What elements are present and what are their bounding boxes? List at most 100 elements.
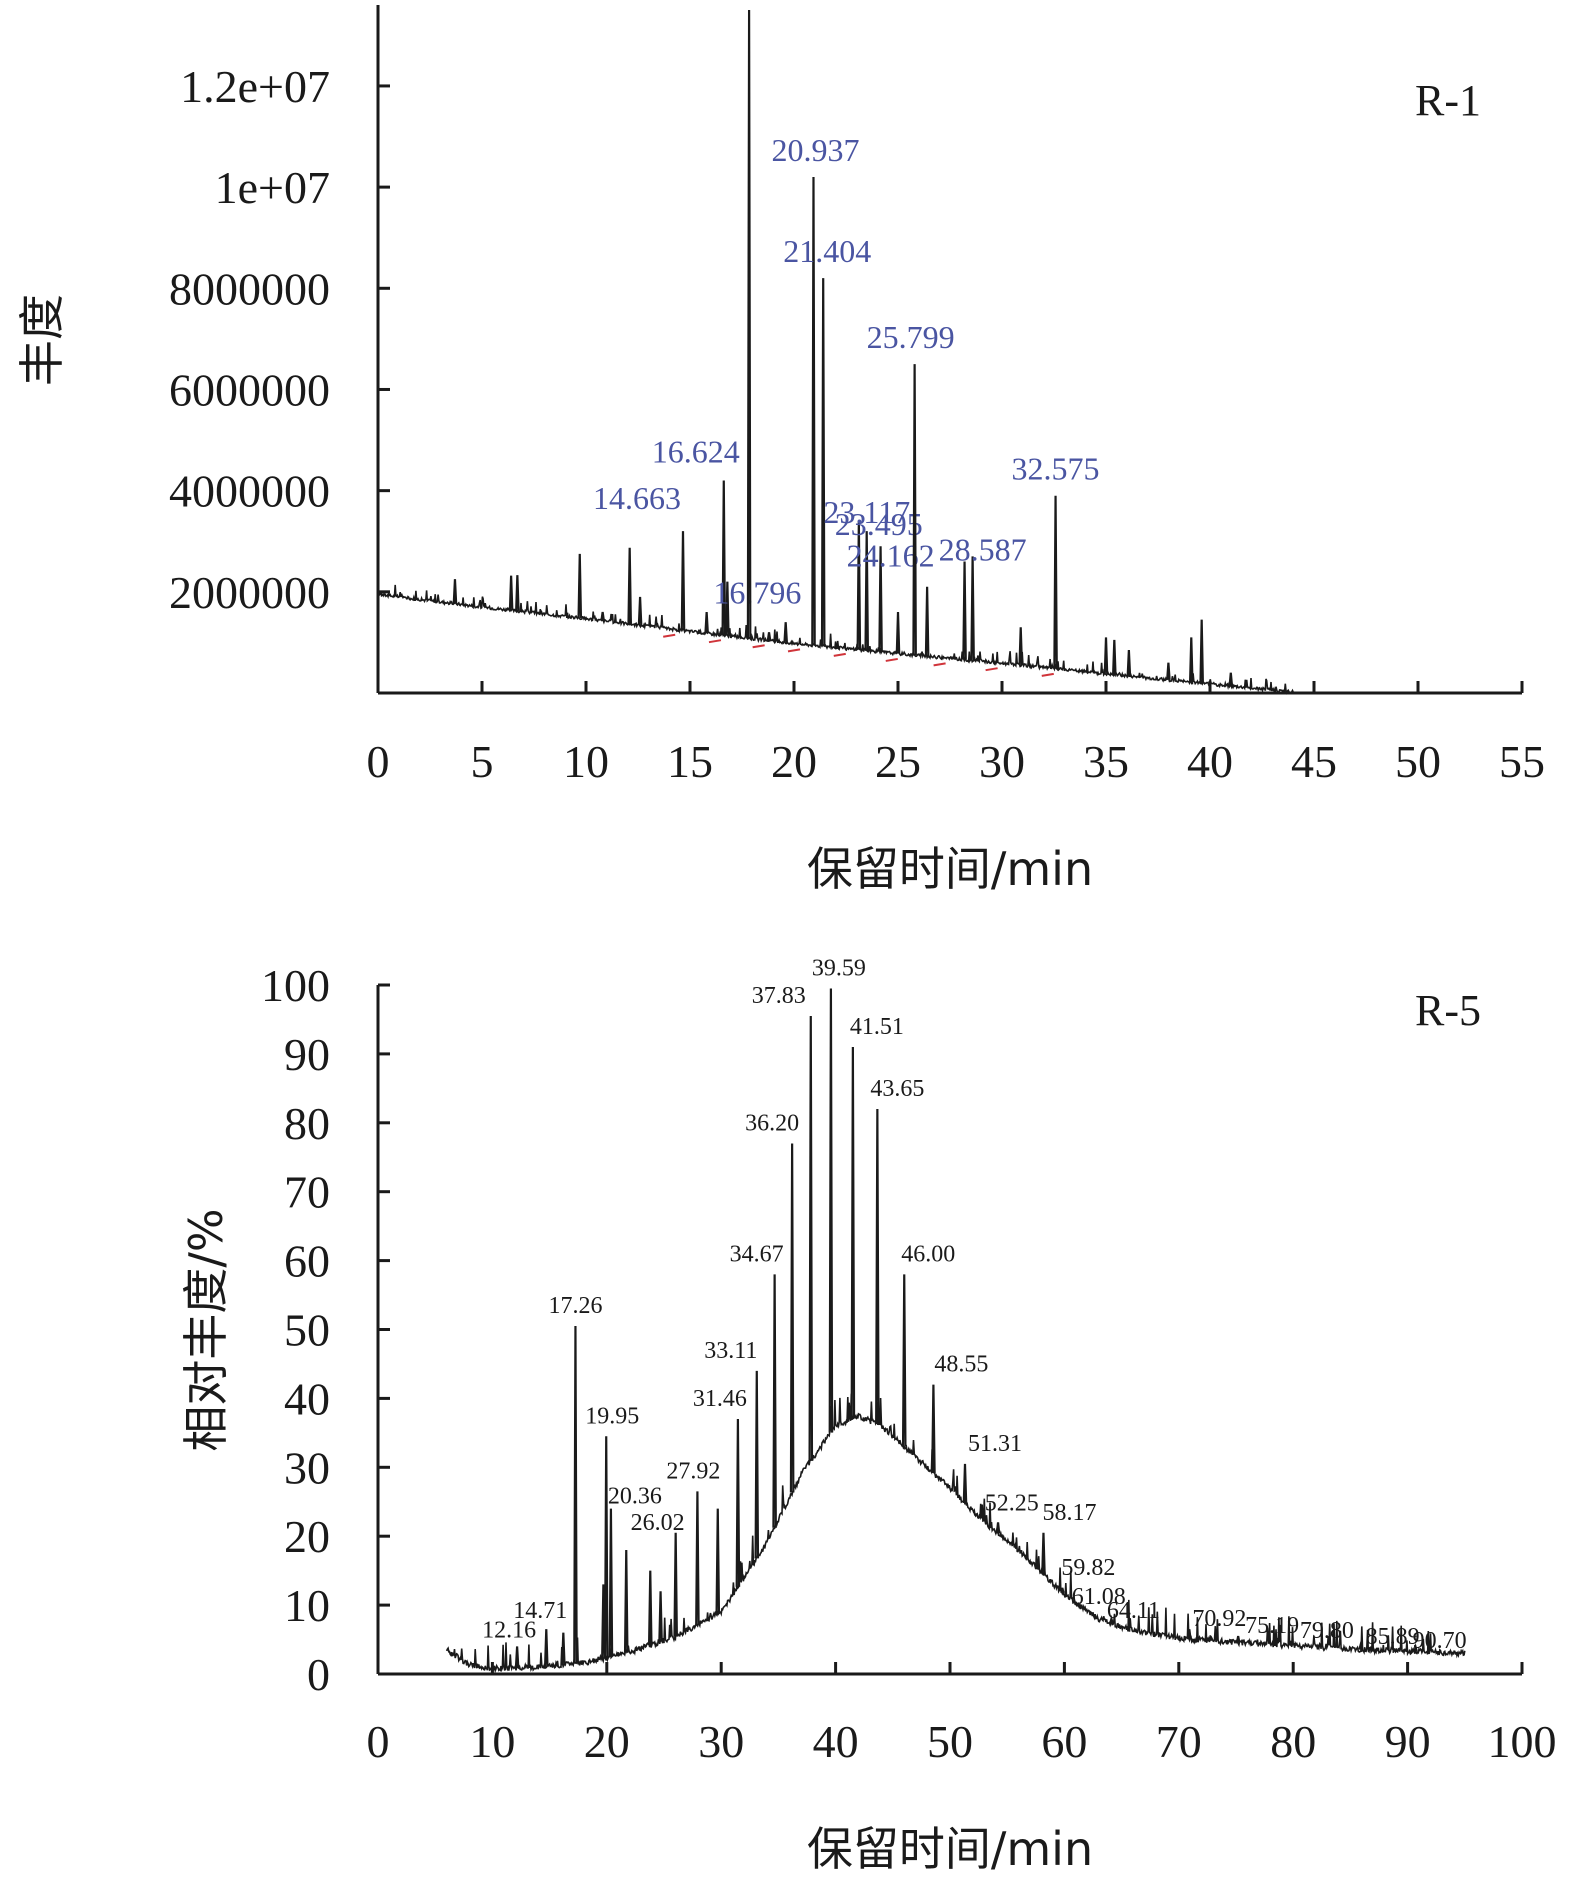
y-tick-label: 2000000 <box>169 567 330 618</box>
peak-line <box>772 1274 777 1528</box>
peak-label: 17.26 <box>548 1293 602 1319</box>
peak-line <box>647 1570 653 1646</box>
peak-label: 46.00 <box>901 1241 955 1267</box>
baseline-trace <box>445 1393 1466 1674</box>
baseline-marker <box>752 644 765 649</box>
peak-line <box>600 611 605 621</box>
peak-line <box>1187 1629 1192 1640</box>
y-tick-label: 80 <box>284 1098 330 1149</box>
y-axis-title: 相对丰度/% <box>179 1208 233 1451</box>
peak-label: 17.841 <box>705 0 793 1</box>
peak-line <box>995 1522 1001 1534</box>
peak-line <box>1199 619 1204 684</box>
peak-label: 20.937 <box>771 132 859 168</box>
peak-line <box>828 988 834 1433</box>
peak-line <box>721 480 727 636</box>
peak-label: 12.16 <box>482 1617 536 1643</box>
x-tick-label: 10 <box>469 1716 515 1767</box>
peak-line <box>820 278 826 647</box>
peak-label: 26.02 <box>631 1510 685 1536</box>
peak-label: 79.80 <box>1300 1618 1354 1644</box>
peak-line <box>808 1016 814 1461</box>
peak-line <box>856 520 862 650</box>
baseline-marker <box>933 662 946 667</box>
peak-label: 36.20 <box>745 1110 799 1136</box>
peak-line <box>658 1591 663 1642</box>
peak-label: 28.587 <box>939 531 1027 567</box>
baseline-marker <box>985 667 998 672</box>
peak-line <box>673 1532 678 1637</box>
baseline-marker <box>885 657 898 662</box>
x-tick-label: 35 <box>1083 736 1129 787</box>
peak-label: 70.92 <box>1192 1606 1246 1632</box>
peak-line <box>1166 662 1171 680</box>
peak-line <box>754 1370 760 1559</box>
peak-line <box>715 1508 721 1614</box>
peak-line <box>1288 1640 1294 1646</box>
x-tick-label: 0 <box>367 1716 390 1767</box>
x-tick-label: 55 <box>1499 736 1545 787</box>
peak-line <box>1060 1587 1065 1594</box>
panel-label: R-5 <box>1415 986 1481 1035</box>
peak-line <box>573 1326 578 1664</box>
baseline-marker <box>833 652 846 657</box>
peak-label: 14.71 <box>513 1598 567 1624</box>
x-tick-label: 50 <box>927 1716 973 1767</box>
peak-line <box>452 579 458 604</box>
peak-line <box>543 1629 549 1667</box>
y-tick-label: 90 <box>284 1029 330 1080</box>
peak-line <box>508 575 514 611</box>
peak-line <box>962 561 967 660</box>
y-tick-label: 1e+07 <box>215 162 330 213</box>
peak-line <box>637 596 643 626</box>
x-tick-label: 30 <box>698 1716 744 1767</box>
x-tick-label: 10 <box>563 736 609 787</box>
y-tick-label: 0 <box>307 1649 330 1700</box>
peak-label: 37.83 <box>752 983 806 1009</box>
peak-line <box>783 622 788 643</box>
y-axis-title: 丰度 <box>15 294 69 386</box>
peak-label: 32.575 <box>1012 451 1100 487</box>
peak-line <box>973 1513 978 1518</box>
peak-line <box>970 556 975 661</box>
peak-line <box>1228 672 1234 687</box>
peak-label: 21.404 <box>783 233 871 269</box>
x-tick-label: 0 <box>367 736 390 787</box>
y-tick-label: 1.2e+07 <box>180 61 330 112</box>
peak-line <box>850 1047 856 1419</box>
chart-r5: 0 10 20 30 40 50 60 70 80 90 100 0 10 20 30 40 50 60 70 80 9… <box>179 955 1557 1876</box>
peak-line <box>901 1274 907 1447</box>
peak-label: 23.117 <box>823 494 910 530</box>
peak-label: 64.11 <box>1107 1598 1160 1624</box>
peak-line <box>608 1508 614 1657</box>
peak-line <box>811 176 816 646</box>
peak-line <box>878 546 883 652</box>
peak-label: 14.663 <box>593 480 681 516</box>
peak-line <box>875 1109 880 1425</box>
y-tick-label: 50 <box>284 1305 330 1356</box>
peak-label: 52.25 <box>985 1491 1039 1517</box>
peak-line <box>1103 637 1109 674</box>
peak-line <box>1413 1642 1418 1652</box>
peak-label: 33.11 <box>704 1338 757 1364</box>
x-tick-label: 90 <box>1385 1716 1431 1767</box>
x-tick-label: 45 <box>1291 736 1337 787</box>
y-tick-label: 20 <box>284 1511 330 1562</box>
peak-line <box>789 1143 795 1493</box>
peak-line <box>735 1419 741 1587</box>
peak-line <box>1109 1614 1114 1624</box>
peak-line <box>931 1384 936 1473</box>
peak-label: 48.55 <box>934 1352 988 1378</box>
peak-label: 51.31 <box>968 1431 1022 1457</box>
peak-line <box>912 364 917 656</box>
peak-line <box>766 632 772 641</box>
peak-line <box>704 611 709 634</box>
peak-line <box>680 531 686 631</box>
y-tick-label: 6000000 <box>169 364 330 415</box>
peak-label: 58.17 <box>1042 1500 1096 1526</box>
x-axis-title: 保留时间/min <box>807 1822 1093 1876</box>
peak-line <box>725 581 730 636</box>
peak-line <box>695 1491 700 1625</box>
y-tick-label: 30 <box>284 1442 330 1493</box>
x-tick-label: 15 <box>667 736 713 787</box>
